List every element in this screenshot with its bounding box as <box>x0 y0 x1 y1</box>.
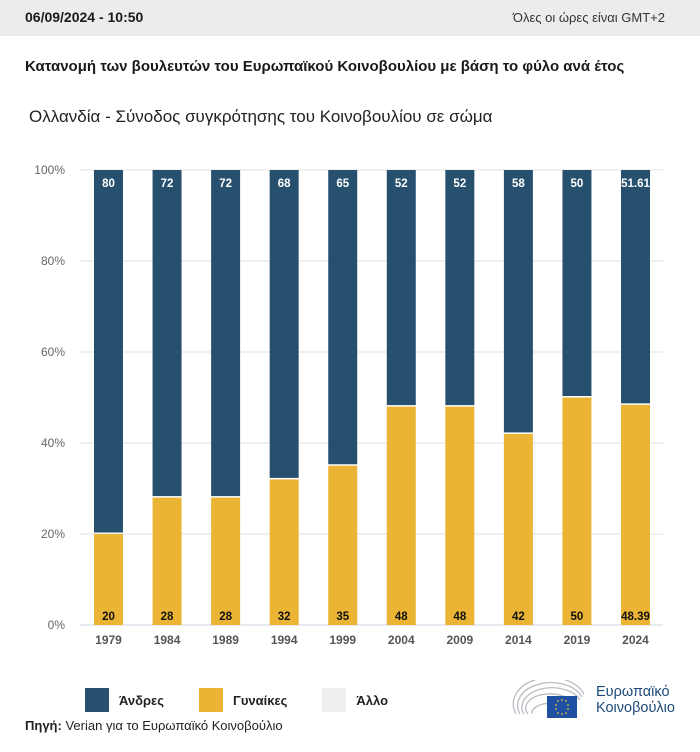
bar-group-1984: 72 28 <box>152 170 182 625</box>
eu-flag-icon <box>547 696 577 718</box>
bar-men[interactable] <box>328 170 358 465</box>
bar-women[interactable] <box>386 406 416 625</box>
data-label-men: 80 <box>102 178 115 190</box>
bars: 80 20 72 28 72 28 68 32 65 35 52 48 52 48 58 42 50 50 51.6… <box>94 170 650 625</box>
bar-group-2014: 58 42 <box>503 170 533 625</box>
legend-item-men[interactable]: Άνδρες <box>85 688 164 712</box>
data-label-women: 48.39 <box>621 611 650 623</box>
data-label-women: 32 <box>278 611 291 623</box>
x-axis-ticks: 1979 1984 1989 1994 1999 2004 2009 2014 2019 2024 <box>95 633 649 647</box>
bar-men[interactable] <box>94 170 123 533</box>
bar-group-2019: 50 50 <box>562 170 592 626</box>
data-label-men: 50 <box>571 178 584 190</box>
source-note: Πηγή: Verian για το Ευρωπαϊκό Κοινοβούλι… <box>25 718 283 733</box>
source-label: Πηγή: <box>25 718 62 733</box>
y-tick-label: 80% <box>41 254 65 268</box>
bar-women[interactable] <box>503 433 533 625</box>
data-label-women: 28 <box>219 611 232 623</box>
x-tick-label: 2024 <box>622 633 649 647</box>
legend-swatch-women <box>199 688 223 712</box>
bar-group-1989: 72 28 <box>211 170 241 625</box>
data-label-men: 72 <box>219 178 232 190</box>
x-tick-label: 2019 <box>564 633 591 647</box>
data-label-women: 20 <box>102 611 115 623</box>
stacked-bar-chart: 0% 20% 40% 60% 80% 100% 80 20 72 28 72 28 68 32 65 35 5… <box>34 163 663 647</box>
bar-women[interactable] <box>211 497 241 625</box>
y-axis-ticks: 0% 20% 40% 60% 80% 100% <box>34 163 65 632</box>
x-tick-label: 1984 <box>154 633 181 647</box>
legend: Άνδρες Γυναίκες Άλλο <box>85 688 423 712</box>
x-tick-label: 2009 <box>446 633 473 647</box>
bar-men[interactable] <box>211 170 241 497</box>
data-label-men: 58 <box>512 178 525 190</box>
data-label-women: 28 <box>161 611 174 623</box>
chart-title: Κατανομή των βουλευτών του Ευρωπαϊκού Κο… <box>25 58 625 75</box>
data-label-women: 48 <box>453 611 466 623</box>
data-label-women: 48 <box>395 611 408 623</box>
bar-group-1994: 68 32 <box>269 170 299 625</box>
bar-group-1979: 80 20 <box>94 170 123 625</box>
data-label-men: 52 <box>453 178 466 190</box>
y-tick-label: 40% <box>41 436 65 450</box>
bar-group-1999: 65 35 <box>328 170 358 625</box>
european-parliament-logo: Ευρωπαϊκό Κοινοβούλιο <box>512 676 682 720</box>
x-tick-label: 1994 <box>271 633 298 647</box>
data-label-women: 35 <box>336 611 349 623</box>
bar-women[interactable] <box>445 406 475 625</box>
x-tick-label: 1979 <box>95 633 122 647</box>
bar-women[interactable] <box>94 534 123 625</box>
legend-label: Άλλο <box>356 692 389 708</box>
data-label-men: 52 <box>395 178 408 190</box>
bar-women[interactable] <box>152 497 182 625</box>
data-label-men: 65 <box>336 178 349 190</box>
bar-group-2004: 52 48 <box>386 170 416 625</box>
bar-men[interactable] <box>445 170 475 406</box>
bar-men[interactable] <box>621 170 650 404</box>
bar-women[interactable] <box>328 465 358 625</box>
legend-swatch-other <box>322 688 347 712</box>
top-bar: 06/09/2024 - 10:50 Όλες οι ώρες είναι GM… <box>0 0 700 36</box>
x-tick-label: 2004 <box>388 633 415 647</box>
bar-women[interactable] <box>621 404 650 625</box>
datetime: 06/09/2024 - 10:50 <box>25 9 144 25</box>
chart-subtitle: Ολλανδία - Σύνοδος συγκρότησης του Κοινο… <box>29 107 493 126</box>
x-tick-label: 1999 <box>329 633 356 647</box>
legend-item-other[interactable]: Άλλο <box>322 688 388 712</box>
y-tick-label: 0% <box>48 618 66 632</box>
bar-group-2024: 51.61 48.39 <box>621 170 650 625</box>
data-label-men: 68 <box>278 178 291 190</box>
data-label-men: 51.61 <box>621 178 650 190</box>
parliament-hemicycle-icon <box>512 676 585 718</box>
bar-men[interactable] <box>503 170 533 433</box>
bar-group-2009: 52 48 <box>445 170 475 625</box>
bar-men[interactable] <box>386 170 416 406</box>
legend-label: Άνδρες <box>119 692 164 708</box>
bar-women[interactable] <box>269 479 299 625</box>
timezone-note: Όλες οι ώρες είναι GMT+2 <box>512 10 665 25</box>
legend-item-women[interactable]: Γυναίκες <box>199 688 287 712</box>
data-label-women: 42 <box>512 611 525 623</box>
legend-swatch-men <box>85 688 109 712</box>
legend-label: Γυναίκες <box>233 692 288 708</box>
x-tick-label: 1989 <box>212 633 239 647</box>
y-tick-label: 100% <box>34 163 65 177</box>
logo-text: Ευρωπαϊκό Κοινοβούλιο <box>596 684 675 716</box>
y-tick-label: 20% <box>41 527 65 541</box>
bar-women[interactable] <box>562 397 592 626</box>
y-tick-label: 60% <box>41 345 65 359</box>
bar-men[interactable] <box>562 170 592 396</box>
x-tick-label: 2014 <box>505 633 532 647</box>
source-text: Verian για το Ευρωπαϊκό Κοινοβούλιο <box>65 718 283 733</box>
bar-men[interactable] <box>152 170 182 497</box>
data-label-women: 50 <box>571 611 584 623</box>
data-label-men: 72 <box>161 178 174 190</box>
bar-men[interactable] <box>269 170 299 478</box>
